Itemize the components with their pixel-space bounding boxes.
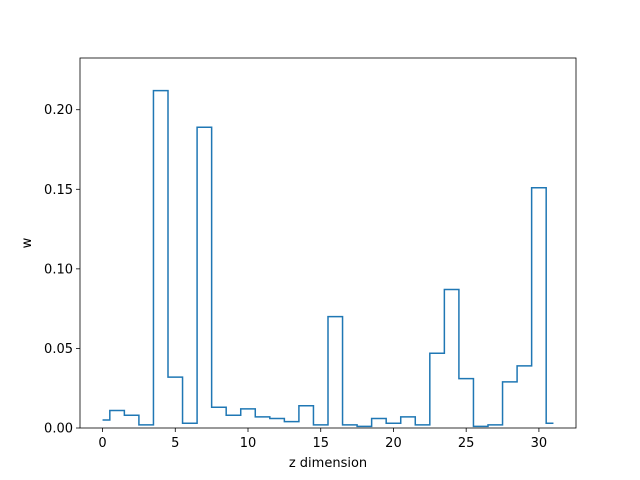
x-axis-label: z dimension [289,456,367,471]
x-tick-label: 0 [98,436,106,451]
x-tick-label: 10 [240,436,257,451]
x-tick-label: 20 [385,436,402,451]
series-step-line [102,89,554,428]
x-tick-label: 25 [458,436,475,451]
x-tick-label: 30 [531,436,548,451]
x-tick-label: 5 [171,436,179,451]
plot-frame [79,57,577,429]
x-tick-label: 15 [312,436,329,451]
y-tick-label: 0.10 [44,262,73,277]
y-axis-label: w [20,237,35,248]
y-tick-label: 0.15 [44,183,73,198]
y-tick-label: 0.20 [44,103,73,118]
y-tick-label: 0.05 [44,342,73,357]
y-tick-label: 0.00 [44,422,73,437]
